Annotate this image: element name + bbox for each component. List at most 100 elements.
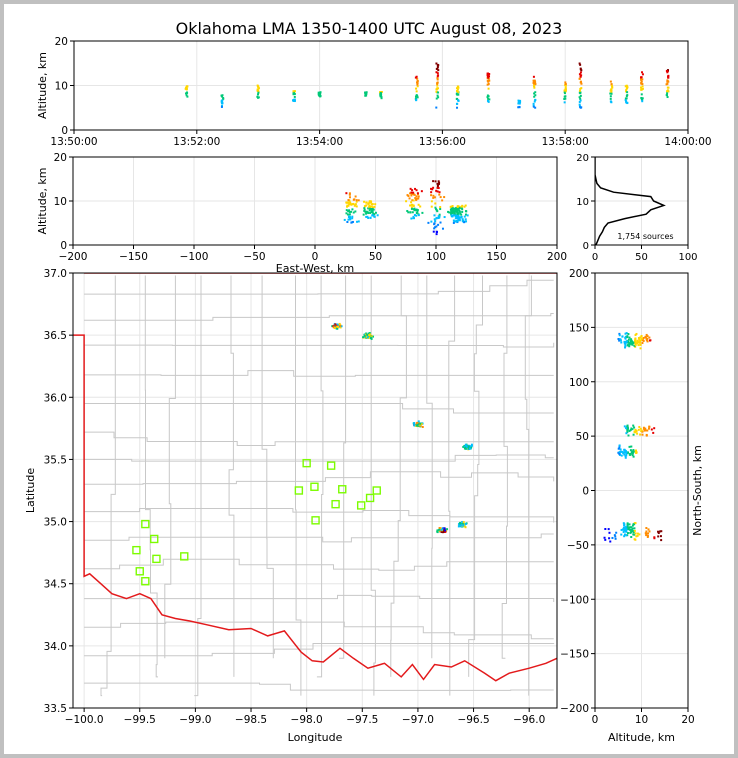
source-point	[614, 535, 617, 538]
county-boundary	[84, 454, 554, 462]
source-point	[634, 522, 637, 525]
source-point	[439, 196, 442, 199]
x-tick-label: −96.5	[457, 714, 489, 726]
source-point	[415, 87, 418, 90]
source-point	[412, 193, 415, 196]
source-point	[370, 211, 373, 214]
source-point	[371, 211, 374, 214]
lma-station-marker	[141, 577, 150, 586]
source-point	[632, 531, 635, 534]
source-point	[433, 214, 436, 217]
y-axis-label: Altitude, km	[36, 52, 49, 119]
source-point	[463, 447, 466, 450]
source-point	[639, 86, 642, 89]
axes-frame	[594, 272, 689, 709]
source-point	[610, 92, 613, 95]
source-point	[622, 522, 625, 525]
source-point	[369, 200, 372, 203]
x-tick-label: −98.5	[235, 714, 267, 726]
x-tick-label: −100.0	[65, 714, 104, 726]
source-point	[415, 195, 418, 198]
source-point	[641, 100, 644, 103]
source-point	[432, 194, 435, 197]
source-point	[623, 535, 626, 538]
source-point	[406, 209, 409, 212]
source-point	[666, 69, 669, 72]
source-point	[412, 215, 415, 218]
source-point	[292, 90, 295, 93]
source-point	[667, 76, 670, 79]
source-point	[421, 211, 424, 214]
source-point	[354, 210, 357, 213]
source-point	[645, 527, 648, 530]
source-point	[416, 424, 419, 427]
source-point	[435, 106, 438, 109]
source-point	[370, 334, 373, 337]
lma-station-marker	[338, 485, 347, 494]
state-border	[73, 334, 557, 682]
source-point	[420, 190, 423, 193]
source-point	[435, 208, 438, 211]
source-point	[629, 452, 632, 455]
county-boundary	[84, 508, 555, 523]
source-point	[517, 106, 520, 109]
source-point	[436, 72, 439, 75]
source-point	[487, 76, 490, 79]
source-point	[624, 342, 627, 345]
source-point	[434, 202, 437, 205]
source-point	[410, 217, 413, 220]
source-point	[609, 100, 612, 103]
county-boundary	[84, 279, 554, 295]
source-point	[415, 98, 418, 101]
source-point	[638, 341, 641, 344]
y-tick-label: 10	[576, 197, 589, 208]
y-tick-label: 0	[582, 486, 589, 498]
source-point	[625, 95, 628, 98]
source-point	[626, 429, 629, 432]
source-point	[626, 524, 629, 527]
source-point	[318, 95, 321, 98]
source-point	[623, 451, 626, 454]
source-point	[434, 226, 437, 229]
source-point	[416, 77, 419, 80]
axes-frame	[73, 40, 689, 131]
source-point	[642, 426, 645, 429]
x-tick-label: −98.0	[291, 714, 323, 726]
source-point	[372, 335, 375, 338]
source-point	[646, 535, 649, 538]
source-point	[626, 526, 629, 529]
lma-station-marker	[135, 567, 144, 576]
source-point	[416, 83, 419, 86]
source-point	[336, 327, 339, 330]
source-point	[627, 340, 630, 343]
source-point	[666, 96, 669, 99]
source-point	[430, 194, 433, 197]
source-point	[456, 88, 459, 91]
source-point	[532, 104, 535, 107]
source-point	[633, 529, 636, 532]
source-point	[432, 196, 435, 199]
source-point	[630, 340, 633, 343]
source-point	[439, 221, 442, 224]
source-point	[438, 213, 441, 216]
source-point	[653, 427, 656, 430]
source-point	[564, 84, 567, 87]
source-point	[256, 84, 259, 87]
x-tick-label: 13:50:00	[50, 136, 97, 148]
source-point	[317, 93, 320, 96]
x-tick-label: 50	[369, 251, 382, 263]
source-point	[185, 91, 188, 94]
x-tick-label: 10	[635, 714, 648, 726]
source-point	[355, 200, 358, 203]
county-boundary	[164, 275, 176, 659]
source-point	[631, 342, 634, 345]
source-point	[364, 91, 367, 94]
source-point	[617, 447, 620, 450]
source-point	[369, 216, 372, 219]
y-tick-label: 100	[569, 377, 589, 389]
y-tick-label: −200	[560, 703, 589, 715]
ns-altitude-panel: 0 10 20 −200 −150 −100 −50 0 50 100 150 200 North-So…	[560, 268, 704, 744]
source-point	[611, 536, 614, 539]
source-point	[627, 527, 630, 530]
source-point	[463, 444, 466, 447]
